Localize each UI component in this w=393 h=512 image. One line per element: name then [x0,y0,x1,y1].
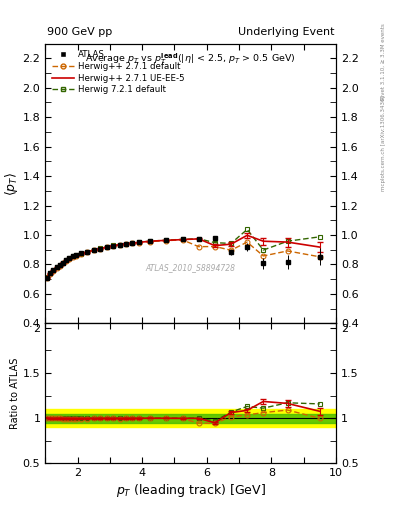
Legend: ATLAS, Herwig++ 2.7.1 default, Herwig++ 2.7.1 UE-EE-5, Herwig 7.2.1 default: ATLAS, Herwig++ 2.7.1 default, Herwig++ … [50,48,187,97]
Bar [45,409,336,427]
Y-axis label: $\langle p_T \rangle$: $\langle p_T \rangle$ [3,172,20,196]
X-axis label: $p_T$ (leading track) [GeV]: $p_T$ (leading track) [GeV] [116,482,266,499]
Y-axis label: Ratio to ATLAS: Ratio to ATLAS [10,358,20,429]
Bar [45,414,336,423]
Text: Average $p_T$ vs $p_T^{\mathbf{lead}}$($|\eta|$ < 2.5, $p_T$ > 0.5 GeV): Average $p_T$ vs $p_T^{\mathbf{lead}}$($… [85,52,296,67]
Text: 900 GeV pp: 900 GeV pp [47,27,112,36]
Text: Rivet 3.1.10, ≥ 3.3M events: Rivet 3.1.10, ≥ 3.3M events [381,23,386,100]
Text: Underlying Event: Underlying Event [238,27,334,36]
Text: mcplots.cern.ch [arXiv:1306.3436]: mcplots.cern.ch [arXiv:1306.3436] [381,96,386,191]
Text: ATLAS_2010_S8894728: ATLAS_2010_S8894728 [145,263,236,272]
